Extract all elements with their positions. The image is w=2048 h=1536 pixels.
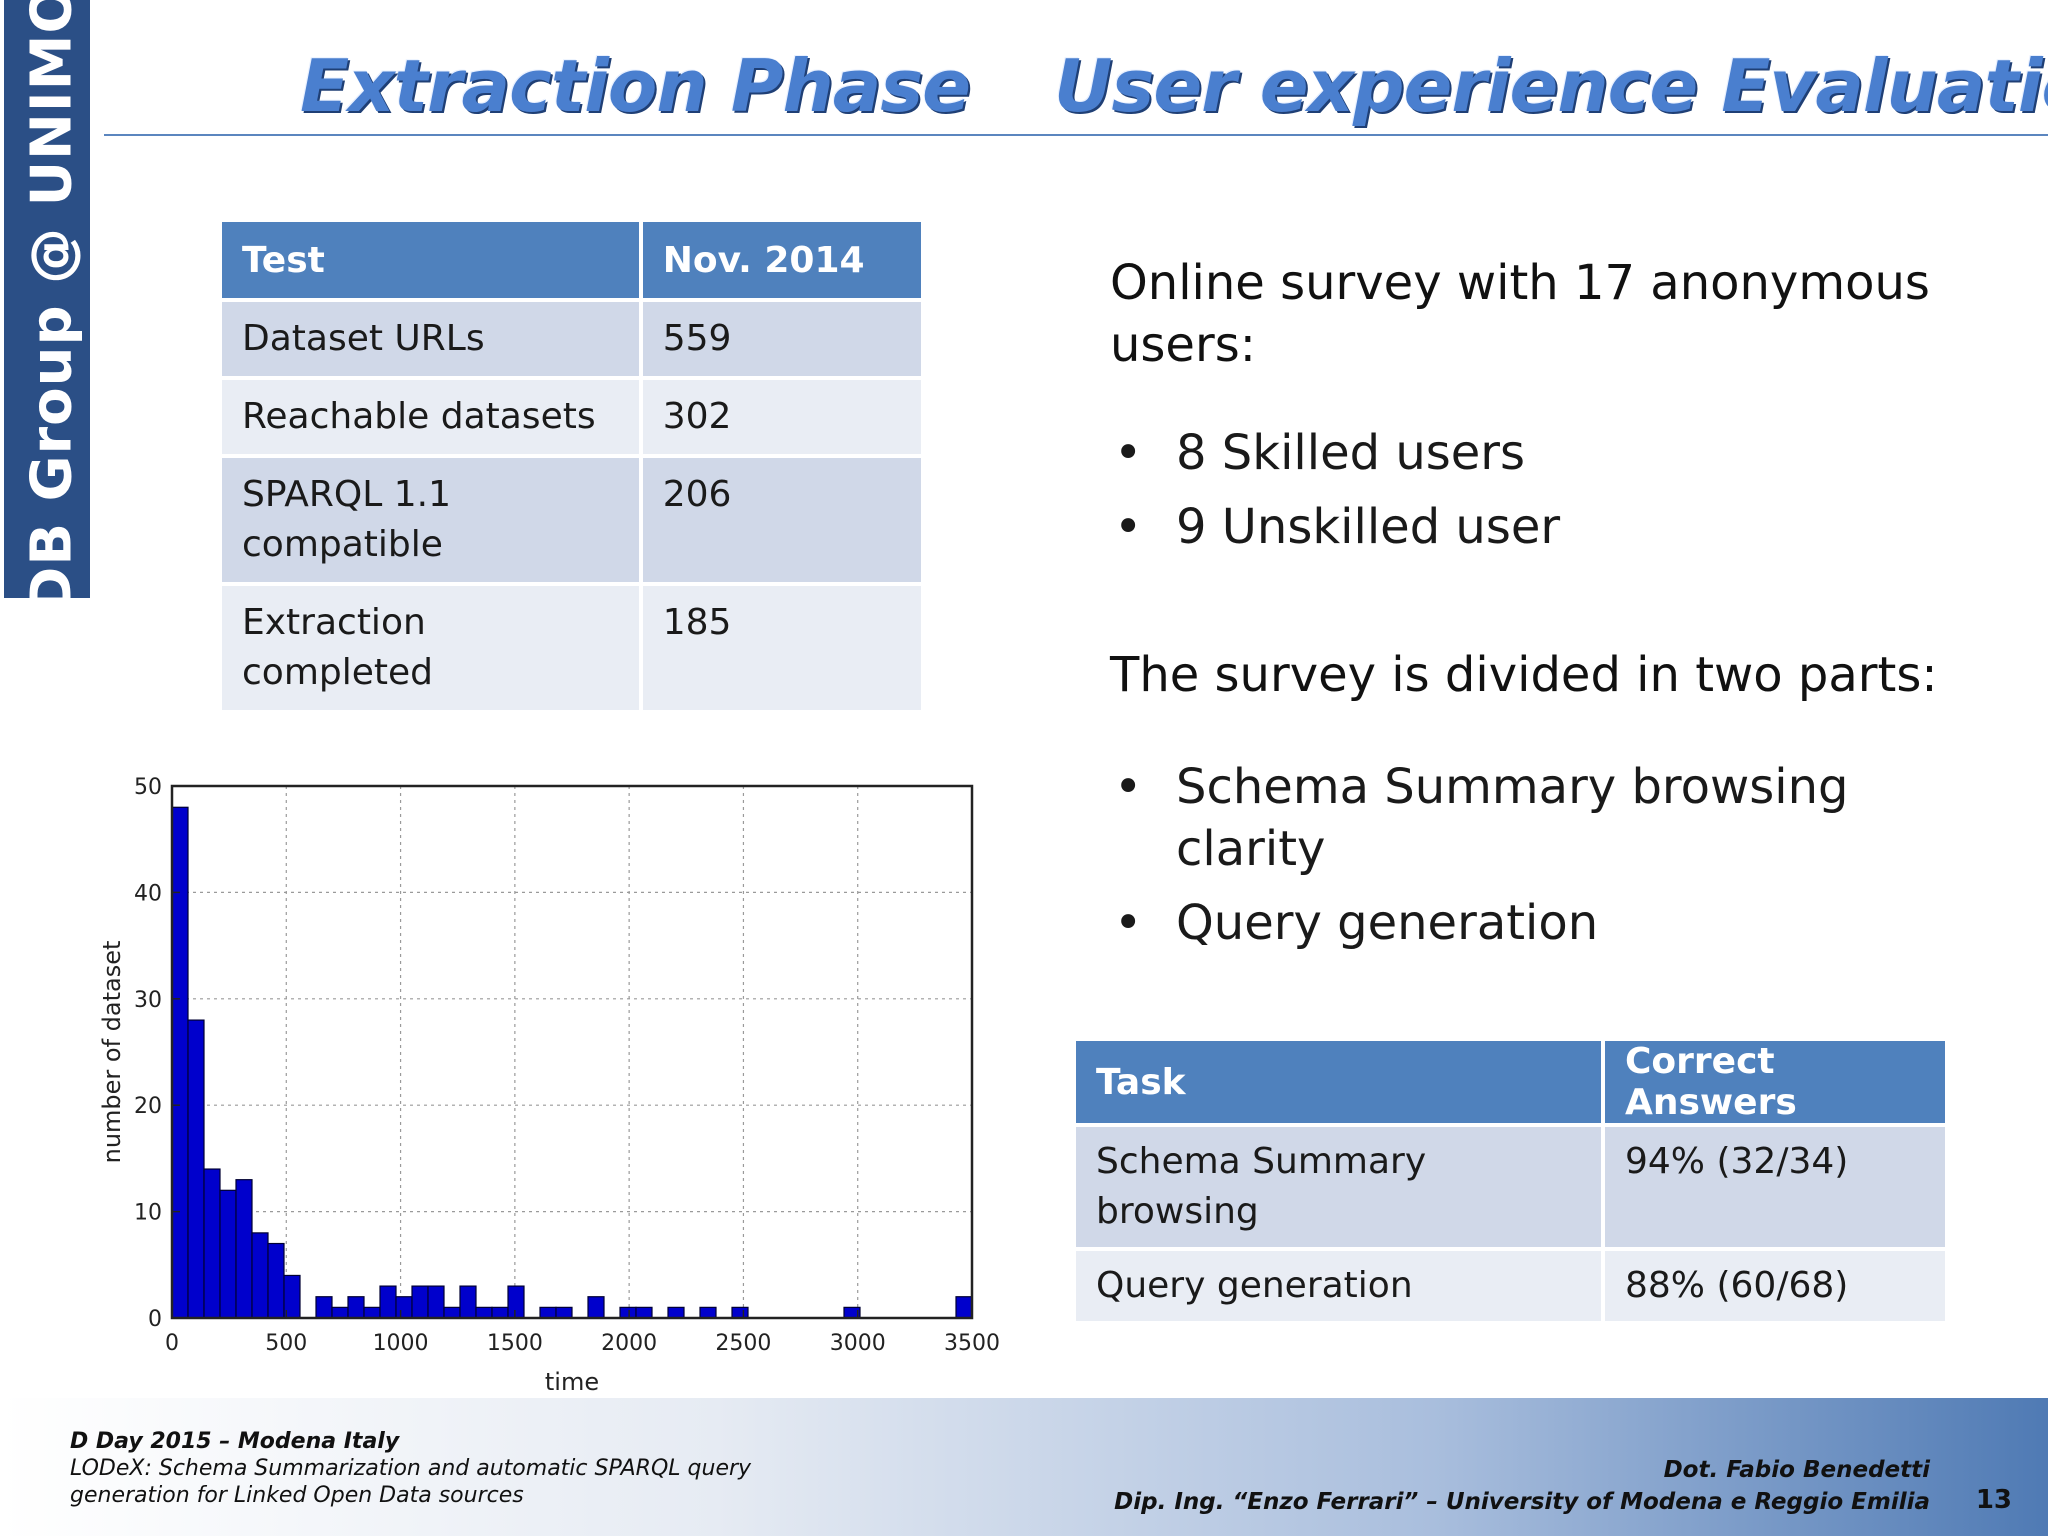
x-tick-label: 3000 <box>830 1331 886 1356</box>
table-header-row: Test Nov. 2014 <box>222 222 921 302</box>
x-tick-label: 2000 <box>601 1331 657 1356</box>
x-tick-label: 2500 <box>715 1331 771 1356</box>
x-axis-label: time <box>545 1368 599 1396</box>
histogram-bar <box>171 806 189 1319</box>
table-header-cell: Test <box>222 222 643 302</box>
x-tick-label: 1000 <box>373 1331 429 1356</box>
histogram-bar <box>587 1296 605 1319</box>
table-cell: 94% (32/34) <box>1605 1127 1945 1251</box>
table-header-cell: Correct Answers <box>1605 1041 1945 1127</box>
table-cell: Query generation <box>1076 1251 1605 1325</box>
histogram-bar <box>331 1306 349 1319</box>
list-item: 9 Unskilled user <box>1110 496 1990 558</box>
x-tick-label: 500 <box>265 1331 307 1356</box>
histogram-bar <box>443 1306 461 1319</box>
footer-band <box>0 1398 2048 1536</box>
table-cell: Reachable datasets <box>222 380 643 458</box>
slide-title-right: User experience Evaluation <box>1054 44 2048 128</box>
y-tick-label: 30 <box>134 988 162 1013</box>
survey-intro: Online survey with 17 anonymous users: <box>1110 255 1930 373</box>
histogram-bar <box>379 1285 397 1319</box>
side-band-text: DB Group @ UNIMO <box>19 0 85 614</box>
histogram-bar <box>619 1306 637 1319</box>
y-tick-label: 50 <box>134 775 162 800</box>
y-tick-label: 10 <box>134 1201 162 1226</box>
author-name: Dot. Fabio Benedetti <box>1663 1457 1930 1483</box>
x-tick-label: 0 <box>165 1331 179 1356</box>
extraction-table: Test Nov. 2014 Dataset URLs 559 Reachabl… <box>222 222 921 714</box>
histogram-bar <box>507 1285 525 1319</box>
histogram-bar <box>667 1306 685 1319</box>
event-name: D Day 2015 – Modena Italy <box>70 1429 400 1454</box>
table-cell: Extraction completed <box>222 586 643 714</box>
table-header-cell: Task <box>1076 1041 1605 1127</box>
histogram-bar <box>955 1296 973 1319</box>
table-cell: 559 <box>642 302 921 380</box>
histogram-bar <box>459 1285 477 1319</box>
histogram-bar <box>251 1232 269 1319</box>
histogram-bar <box>635 1306 653 1319</box>
table-header-row: Task Correct Answers <box>1076 1041 1945 1127</box>
histogram-bar <box>187 1019 205 1319</box>
title-divider <box>104 134 2048 136</box>
table-header-cell: Nov. 2014 <box>642 222 921 302</box>
y-tick-label: 0 <box>148 1307 162 1332</box>
users-list: 8 Skilled users 9 Unskilled user <box>1110 422 1990 570</box>
task-table: Task Correct Answers Schema Summary brow… <box>1076 1041 1945 1325</box>
footer-left: D Day 2015 – Modena Italy LODeX: Schema … <box>70 1428 751 1509</box>
affiliation: Dip. Ing. “Enzo Ferrari” – University of… <box>1114 1489 1930 1515</box>
table-row: Dataset URLs 559 <box>222 302 921 380</box>
histogram-chart: 0 500 1000 1500 2000 2500 3000 350001020304050 … <box>98 775 1000 1396</box>
list-item: Query generation <box>1110 892 1990 954</box>
y-axis-label: number of dataset <box>98 941 126 1164</box>
histogram-bar <box>235 1179 253 1319</box>
chart-ticks: 0 500 1000 1500 2000 2500 3000 3500 0 10 20 30 40 50 <box>134 775 1000 1356</box>
table-cell: SPARQL 1.1 compatible <box>222 458 643 586</box>
chart-grid <box>171 785 973 1319</box>
x-tick-label: 3500 <box>944 1331 1000 1356</box>
slide-title-left: Extraction Phase <box>300 44 971 128</box>
parts-list: Schema Summary browsing clarity Query ge… <box>1110 756 1990 966</box>
side-band: DB Group @ UNIMO <box>4 0 90 613</box>
table-cell: 88% (60/68) <box>1605 1251 1945 1325</box>
table-cell: Dataset URLs <box>222 302 643 380</box>
table-cell: 302 <box>642 380 921 458</box>
table-row: SPARQL 1.1 compatible 206 <box>222 458 921 586</box>
table-cell: Schema Summary browsing <box>1076 1127 1605 1251</box>
histogram-bar <box>267 1242 285 1319</box>
histogram-bar <box>347 1296 365 1319</box>
paper-title-line: LODeX: Schema Summarization and automati… <box>70 1456 752 1481</box>
histogram-bar <box>555 1306 573 1319</box>
table-row: Query generation 88% (60/68) <box>1076 1251 1945 1325</box>
histogram-bar <box>203 1168 221 1319</box>
histogram-bar <box>219 1189 237 1319</box>
footer-right: Dot. Fabio Benedetti Dip. Ing. “Enzo Fer… <box>1114 1454 1930 1518</box>
x-tick-label: 1500 <box>487 1331 543 1356</box>
plot-frame <box>170 784 974 1320</box>
histogram-bar <box>475 1306 493 1319</box>
table-row: Extraction completed 185 <box>222 586 921 714</box>
paper-title-line: generation for Linked Open Data sources <box>70 1483 524 1508</box>
chart-bars <box>171 806 973 1319</box>
histogram-bar <box>411 1285 429 1319</box>
histogram-bar <box>731 1306 749 1319</box>
table-cell: 185 <box>642 586 921 714</box>
list-item: 8 Skilled users <box>1110 422 1990 484</box>
histogram-bar <box>315 1296 333 1319</box>
page-number: 13 <box>1975 1485 2012 1515</box>
histogram-bar <box>491 1306 509 1319</box>
y-tick-label: 20 <box>134 1094 162 1119</box>
table-cell: 206 <box>642 458 921 586</box>
histogram-bar <box>699 1306 717 1319</box>
table-row: Reachable datasets 302 <box>222 380 921 458</box>
histogram-bar <box>363 1306 381 1319</box>
list-item: Schema Summary browsing clarity <box>1110 756 1990 880</box>
histogram-bar <box>427 1285 445 1319</box>
y-tick-label: 40 <box>134 881 162 906</box>
table-row: Schema Summary browsing 94% (32/34) <box>1076 1127 1945 1251</box>
histogram-bar <box>395 1296 413 1319</box>
survey-parts-intro: The survey is divided in two parts: <box>1110 647 1938 703</box>
histogram-bar <box>539 1306 557 1319</box>
